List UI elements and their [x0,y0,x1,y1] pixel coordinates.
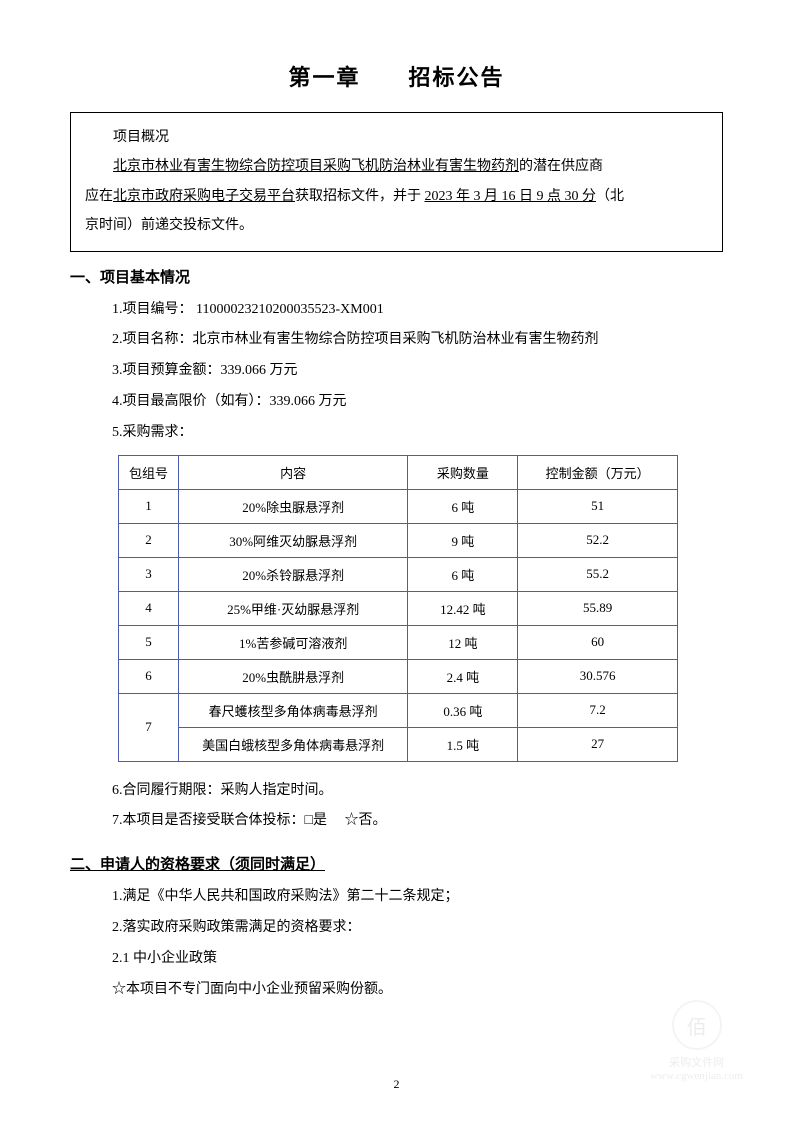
watermark-icon: 佰 [672,1000,722,1050]
cell-num: 3 [119,557,179,591]
cell-num: 4 [119,591,179,625]
cell-qty: 9 吨 [408,523,518,557]
section1-item6: 6.合同履行期限：采购人指定时间。 [112,776,723,807]
section1-item3: 3.项目预算金额：339.066 万元 [112,356,723,387]
section2-item2-1-detail: ☆本项目不专门面向中小企业预留采购份额。 [112,975,723,1006]
watermark: 佰 采购文件网 www.cgwenjian.com [650,1000,743,1082]
cell-content: 20%虫酰肼悬浮剂 [178,659,408,693]
section1-item1: 1.项目编号： 11000023210200035523-XM001 [112,295,723,326]
watermark-url: www.cgwenjian.com [650,1070,743,1082]
cell-num: 2 [119,523,179,557]
section1-item4: 4.项目最高限价（如有）：339.066 万元 [112,387,723,418]
cell-amount: 60 [518,625,678,659]
overview-line3: 京时间）前递交投标文件。 [85,211,708,240]
th-content: 内容 [178,455,408,489]
cell-content: 25%甲维·灭幼脲悬浮剂 [178,591,408,625]
cell-content: 春尺蠖核型多角体病毒悬浮剂 [178,693,408,727]
section1-item2: 2.项目名称：北京市林业有害生物综合防控项目采购飞机防治林业有害生物药剂 [112,325,723,356]
th-qty: 采购数量 [408,455,518,489]
overview-box: 项目概况 北京市林业有害生物综合防控项目采购飞机防治林业有害生物药剂的潜在供应商… [70,112,723,252]
cell-amount: 52.2 [518,523,678,557]
section2-header: 二、申请人的资格要求（须同时满足） [70,853,723,874]
th-amount: 控制金额（万元） [518,455,678,489]
table-row: 2 30%阿维灭幼脲悬浮剂 9 吨 52.2 [119,523,678,557]
cell-num: 6 [119,659,179,693]
cell-amount: 30.576 [518,659,678,693]
cell-content: 1%苦参碱可溶液剂 [178,625,408,659]
cell-amount: 55.2 [518,557,678,591]
table-row: 4 25%甲维·灭幼脲悬浮剂 12.42 吨 55.89 [119,591,678,625]
cell-num-7: 7 [119,693,179,761]
cell-qty: 12 吨 [408,625,518,659]
table-row: 5 1%苦参碱可溶液剂 12 吨 60 [119,625,678,659]
overview-line2-mid: 获取招标文件，并于 [295,189,425,204]
cell-amount: 7.2 [518,693,678,727]
cell-content: 20%杀铃脲悬浮剂 [178,557,408,591]
cell-content: 20%除虫脲悬浮剂 [178,489,408,523]
th-package: 包组号 [119,455,179,489]
section1-header: 一、项目基本情况 [70,266,723,287]
cell-amount: 55.89 [518,591,678,625]
cell-amount: 51 [518,489,678,523]
cell-content: 30%阿维灭幼脲悬浮剂 [178,523,408,557]
table-row-7a: 7 春尺蠖核型多角体病毒悬浮剂 0.36 吨 7.2 [119,693,678,727]
section2-item1: 1.满足《中华人民共和国政府采购法》第二十二条规定； [112,882,723,913]
table-row: 6 20%虫酰肼悬浮剂 2.4 吨 30.576 [119,659,678,693]
platform-underlined: 北京市政府采购电子交易平台 [113,189,295,204]
date-underlined: 2023 年 3 月 16 日 9 点 30 分 [425,189,597,204]
cell-qty: 6 吨 [408,489,518,523]
chapter-title: 第一章 招标公告 [70,60,723,92]
table-row: 1 20%除虫脲悬浮剂 6 吨 51 [119,489,678,523]
overview-heading: 项目概况 [85,123,708,152]
table-header-row: 包组号 内容 采购数量 控制金额（万元） [119,455,678,489]
cell-amount: 27 [518,727,678,761]
cell-qty: 6 吨 [408,557,518,591]
cell-num: 5 [119,625,179,659]
overview-paren: （北 [596,189,624,204]
project-name-underlined: 北京市林业有害生物综合防控项目采购飞机防治林业有害生物药剂 [113,159,519,174]
cell-qty: 12.42 吨 [408,591,518,625]
overview-line1: 北京市林业有害生物综合防控项目采购飞机防治林业有害生物药剂的潜在供应商 [85,152,708,181]
table-row-7b: 美国白蛾核型多角体病毒悬浮剂 1.5 吨 27 [119,727,678,761]
overview-line2: 应在北京市政府采购电子交易平台获取招标文件，并于 2023 年 3 月 16 日… [85,182,708,211]
section1-item7: 7.本项目是否接受联合体投标：□是 ☆否。 [112,806,723,837]
cell-qty: 2.4 吨 [408,659,518,693]
procurement-table: 包组号 内容 采购数量 控制金额（万元） 1 20%除虫脲悬浮剂 6 吨 5 1 … [118,455,678,762]
table-row: 3 20%杀铃脲悬浮剂 6 吨 55.2 [119,557,678,591]
cell-qty: 1.5 吨 [408,727,518,761]
cell-content: 美国白蛾核型多角体病毒悬浮剂 [178,727,408,761]
overview-line1-suffix: 的潜在供应商 [519,159,603,174]
section2-item2: 2.落实政府采购政策需满足的资格要求： [112,913,723,944]
section2-item2-1: 2.1 中小企业政策 [112,944,723,975]
section1-item5: 5.采购需求： [112,418,723,449]
cell-num: 1 [119,489,179,523]
cell-qty: 0.36 吨 [408,693,518,727]
overview-line2-prefix: 应在 [85,189,113,204]
watermark-text: 采购文件网 [650,1054,743,1070]
